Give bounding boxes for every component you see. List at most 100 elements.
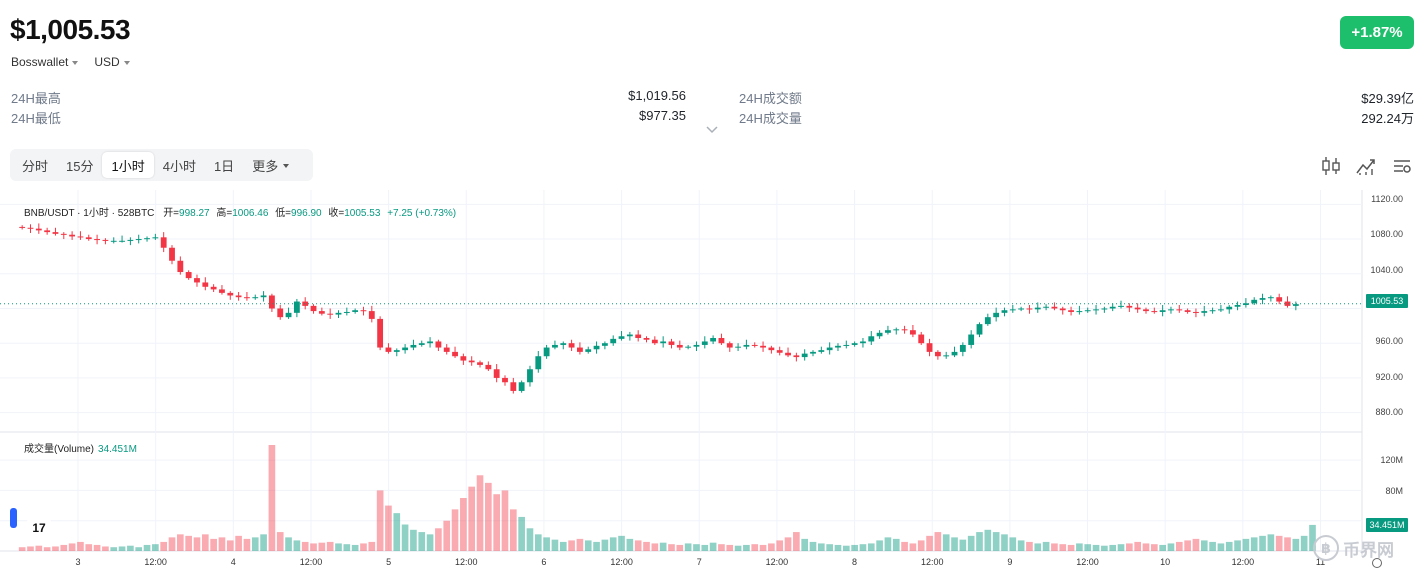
volume-bar xyxy=(68,543,76,551)
candle-body xyxy=(618,336,625,339)
volume-bar xyxy=(643,541,650,551)
volume-bar xyxy=(102,546,109,551)
volume-bar xyxy=(668,544,675,551)
expand-chevron-icon[interactable] xyxy=(706,126,718,134)
candle-body xyxy=(1292,304,1299,306)
volume-bar xyxy=(226,540,234,551)
candle-body xyxy=(468,360,475,363)
candle-body xyxy=(1267,297,1274,299)
volume-bar xyxy=(285,537,292,551)
volume-bar xyxy=(1026,541,1033,551)
volume-bar xyxy=(1259,535,1266,551)
candle-body xyxy=(943,355,950,357)
volume-bar xyxy=(684,543,692,551)
candle-body xyxy=(1109,306,1116,309)
tab-more[interactable]: 更多 xyxy=(243,152,298,178)
candle-body xyxy=(626,334,633,337)
tab-15m[interactable]: 15分 xyxy=(66,158,94,174)
candle-body xyxy=(993,312,1000,318)
legend-high-label: 高= xyxy=(216,208,233,219)
volume-bar xyxy=(867,543,875,551)
tab-4h[interactable]: 4小时 xyxy=(162,158,196,174)
candle-body xyxy=(1259,298,1266,300)
volume-bar xyxy=(909,543,917,551)
volume-bar xyxy=(759,544,767,551)
candle-body xyxy=(760,345,766,348)
candle-body xyxy=(110,240,117,242)
volume-bar xyxy=(1292,538,1300,551)
legend-symbol: BNB/USDT · 1小时 · 528BTC xyxy=(24,208,155,219)
y-tick-label: 1040.00 xyxy=(1370,265,1403,275)
tab-1d[interactable]: 1日 xyxy=(213,158,235,174)
candle-body xyxy=(660,341,667,344)
watermark: ฿ 币界网 xyxy=(1313,535,1394,561)
candle-body xyxy=(1001,310,1008,313)
current-price: $1,005.53 xyxy=(10,14,131,45)
candle-body xyxy=(1168,309,1174,311)
x-tick-label: 6 xyxy=(541,557,547,567)
candle-body xyxy=(177,260,184,273)
candle-body xyxy=(1043,306,1050,308)
volume-bar xyxy=(593,541,600,551)
candle-body xyxy=(418,343,425,345)
chart-settings-icon[interactable] xyxy=(1372,558,1382,568)
candle-body xyxy=(1226,306,1233,310)
candle-body xyxy=(976,324,983,335)
volume-bar xyxy=(534,534,542,551)
x-tick-label: 3 xyxy=(75,557,81,567)
volume-bar xyxy=(1142,543,1150,551)
volume-bar xyxy=(859,544,867,551)
candlestick-icon[interactable] xyxy=(1320,155,1342,177)
candle-body xyxy=(718,338,725,344)
volume-bar xyxy=(52,546,59,551)
currency-selector[interactable]: USD xyxy=(94,55,130,69)
scroll-handle[interactable] xyxy=(10,508,17,528)
candle-body xyxy=(751,344,758,346)
stat-low-value: $977.35 xyxy=(639,108,686,123)
legend-open: 998.27 xyxy=(179,208,210,219)
exchange-selector[interactable]: Bosswallet xyxy=(11,55,79,69)
candle-body xyxy=(1118,305,1124,307)
candle-body xyxy=(352,310,359,312)
volume-bar xyxy=(152,544,159,551)
tab-time[interactable]: 分时 xyxy=(22,158,49,174)
tab-1h[interactable]: 1小时 xyxy=(102,152,154,178)
candle-body xyxy=(934,351,941,357)
candle-body xyxy=(901,329,908,331)
indicator-icon[interactable] xyxy=(1355,155,1377,177)
settings-icon[interactable] xyxy=(1391,155,1413,177)
candle-body xyxy=(119,240,125,242)
volume-bar xyxy=(618,535,625,551)
candle-body xyxy=(268,295,275,309)
volume-bar xyxy=(1101,545,1108,551)
volume-bar xyxy=(1225,541,1233,551)
legend-close: 1005.53 xyxy=(344,208,381,219)
volume-bar xyxy=(1092,544,1100,551)
current-price-tag: 1005.53 xyxy=(1366,294,1408,308)
volume-bar xyxy=(93,544,101,551)
volume-bar xyxy=(559,541,567,551)
candle-body xyxy=(568,343,575,348)
candle-body xyxy=(135,239,142,241)
volume-bar xyxy=(659,542,667,551)
candle-body xyxy=(835,345,841,348)
volume-bar xyxy=(201,534,209,551)
x-tick-label: 12:00 xyxy=(144,557,167,567)
candle-body xyxy=(210,286,217,290)
volume-bar xyxy=(177,534,184,551)
price-chart[interactable] xyxy=(0,190,1419,575)
candle-body xyxy=(244,297,250,299)
volume-bar xyxy=(27,546,34,551)
volume-bar xyxy=(826,544,833,551)
stat-high-value: $1,019.56 xyxy=(628,88,686,103)
volume-bar xyxy=(1134,541,1141,551)
candle-body xyxy=(1076,311,1083,313)
y-tick-label: 960.00 xyxy=(1375,336,1403,346)
candle-body xyxy=(1084,310,1091,312)
candle-body xyxy=(826,347,833,351)
candle-body xyxy=(1218,309,1224,311)
candle-body xyxy=(810,351,816,354)
legend-open-label: 开= xyxy=(163,208,180,219)
candle-body xyxy=(160,237,167,248)
volume-bar xyxy=(951,537,958,551)
